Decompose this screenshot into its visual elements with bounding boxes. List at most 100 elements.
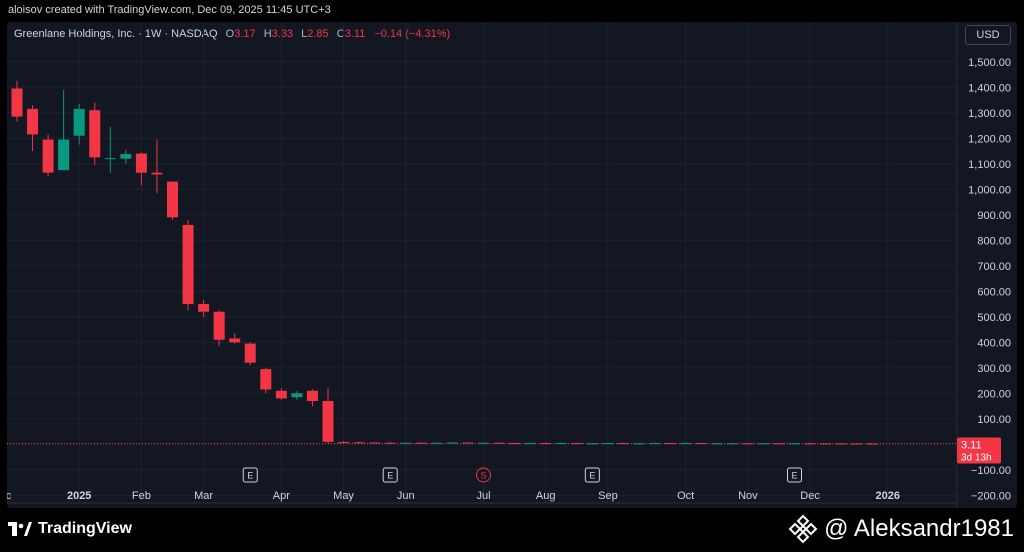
high-label: H: [263, 28, 272, 40]
x-tick-label: Dec: [800, 490, 820, 502]
candle-body: [742, 443, 754, 445]
tradingview-brand: TradingView: [38, 520, 132, 537]
bar-countdown: 3d 13h: [961, 453, 992, 464]
candle-body: [851, 443, 863, 445]
tradingview-logo: TradingView: [8, 520, 132, 538]
candle-body: [167, 181, 178, 218]
candle-body: [664, 443, 676, 445]
high-value: 3.33: [271, 28, 294, 40]
candle-body: [353, 442, 365, 444]
last-price-badge: [957, 437, 1001, 464]
tradingview-icon: [8, 522, 32, 536]
candle-body: [58, 139, 70, 171]
candle-body: [493, 442, 505, 444]
candle-body: [462, 442, 474, 444]
x-tick-label: 2025: [67, 490, 91, 502]
earnings-event-marker: [584, 467, 600, 483]
x-tick-label: Dec: [7, 490, 12, 502]
candle-body: [602, 443, 614, 445]
candle-body: [151, 172, 163, 175]
currency-button[interactable]: USD: [965, 25, 1011, 45]
candle-body: [322, 400, 334, 442]
y-tick-label: 600.00: [977, 286, 1011, 298]
open-label: O: [225, 28, 235, 40]
symbol-label[interactable]: Greenlane Holdings, Inc. · 1W · NASDAQ: [14, 28, 218, 40]
candle-body: [509, 443, 521, 445]
author-handle-text: @ Aleksandr1981: [824, 515, 1014, 542]
y-tick-label: 200.00: [977, 388, 1011, 400]
candle-body: [11, 88, 23, 117]
y-tick-label: 400.00: [977, 337, 1011, 349]
chart-legend: Greenlane Holdings, Inc. · 1W · NASDAQ O…: [14, 28, 450, 40]
candle-body: [244, 343, 256, 363]
created-by-text: aloisov created with TradingView.com, De…: [8, 4, 331, 16]
candle-body: [695, 443, 707, 445]
author-handle: @ Aleksandr1981: [788, 514, 1014, 544]
candle-body: [866, 443, 878, 445]
earnings-event-label: E: [247, 471, 253, 481]
y-tick-label: 800.00: [977, 235, 1011, 247]
candle-body: [338, 442, 350, 444]
price-chart[interactable]: 1,500.00 1,400.00 1,300.00 1,200.00 1,100.00…: [7, 22, 1017, 508]
y-tick-label: 1,500.00: [968, 57, 1011, 69]
candle-body: [120, 154, 132, 159]
candle-body: [229, 338, 241, 343]
x-tick-label: Nov: [738, 490, 758, 502]
y-tick-label: 300.00: [977, 363, 1011, 375]
close-label: C: [336, 28, 345, 40]
x-tick-label: Jul: [476, 490, 490, 502]
last-price-value: 3.11: [961, 440, 982, 452]
x-tick-label: Jun: [397, 490, 415, 502]
candle-body: [306, 390, 318, 401]
y-tick-label: −100.00: [971, 465, 1011, 477]
candle-body: [73, 108, 85, 136]
candle-body: [757, 443, 769, 445]
candle-body: [260, 369, 272, 390]
x-tick-label: Mar: [194, 490, 213, 502]
candle-body: [415, 442, 427, 444]
earnings-event-label: E: [387, 471, 393, 481]
split-event-label: S: [480, 471, 486, 481]
open-value: 3.17: [234, 28, 256, 40]
candle-body: [773, 443, 785, 445]
candle-body: [431, 442, 443, 444]
earnings-event-marker: [242, 467, 258, 483]
candle-body: [789, 443, 800, 445]
candle-body: [680, 443, 692, 445]
candle-body: [478, 442, 489, 444]
binance-icon: [788, 514, 818, 544]
y-tick-label: 900.00: [977, 210, 1011, 222]
candle-body: [42, 139, 54, 173]
y-tick-label: 100.00: [977, 414, 1011, 426]
candle-body: [633, 443, 645, 445]
y-tick-label: 1,100.00: [968, 159, 1011, 171]
close-value: 3.11: [344, 28, 366, 40]
candle-body: [384, 442, 396, 444]
candle-body: [446, 442, 458, 444]
y-tick-label: 500.00: [977, 312, 1011, 324]
candle-body: [726, 443, 738, 445]
candle-body: [835, 443, 847, 445]
x-tick-label: May: [333, 490, 354, 502]
candle-body: [369, 442, 381, 444]
y-tick-label: 1,200.00: [968, 133, 1011, 145]
candle-body: [617, 443, 629, 445]
candle-body: [291, 393, 303, 398]
y-tick-label: 1,400.00: [968, 82, 1011, 94]
low-value: 2.85: [307, 28, 329, 40]
y-tick-label: 1,000.00: [968, 184, 1011, 196]
candle-body: [524, 443, 536, 445]
change-value: −0.14 (−4.31%): [374, 28, 451, 40]
chart-panel[interactable]: Greenlane Holdings, Inc. · 1W · NASDAQ O…: [7, 22, 1017, 508]
candle-body: [540, 443, 552, 445]
low-label: L: [301, 28, 308, 40]
earnings-event-label: E: [589, 471, 595, 481]
candle-body: [213, 311, 225, 340]
candle-body: [104, 158, 116, 160]
y-tick-label: −200.00: [971, 490, 1011, 502]
x-tick-label: Oct: [677, 490, 694, 502]
top-bar: aloisov created with TradingView.com, De…: [0, 0, 1024, 22]
y-tick-label: 1,300.00: [968, 108, 1011, 120]
earnings-event-marker: [382, 467, 398, 483]
candle-body: [135, 153, 147, 173]
